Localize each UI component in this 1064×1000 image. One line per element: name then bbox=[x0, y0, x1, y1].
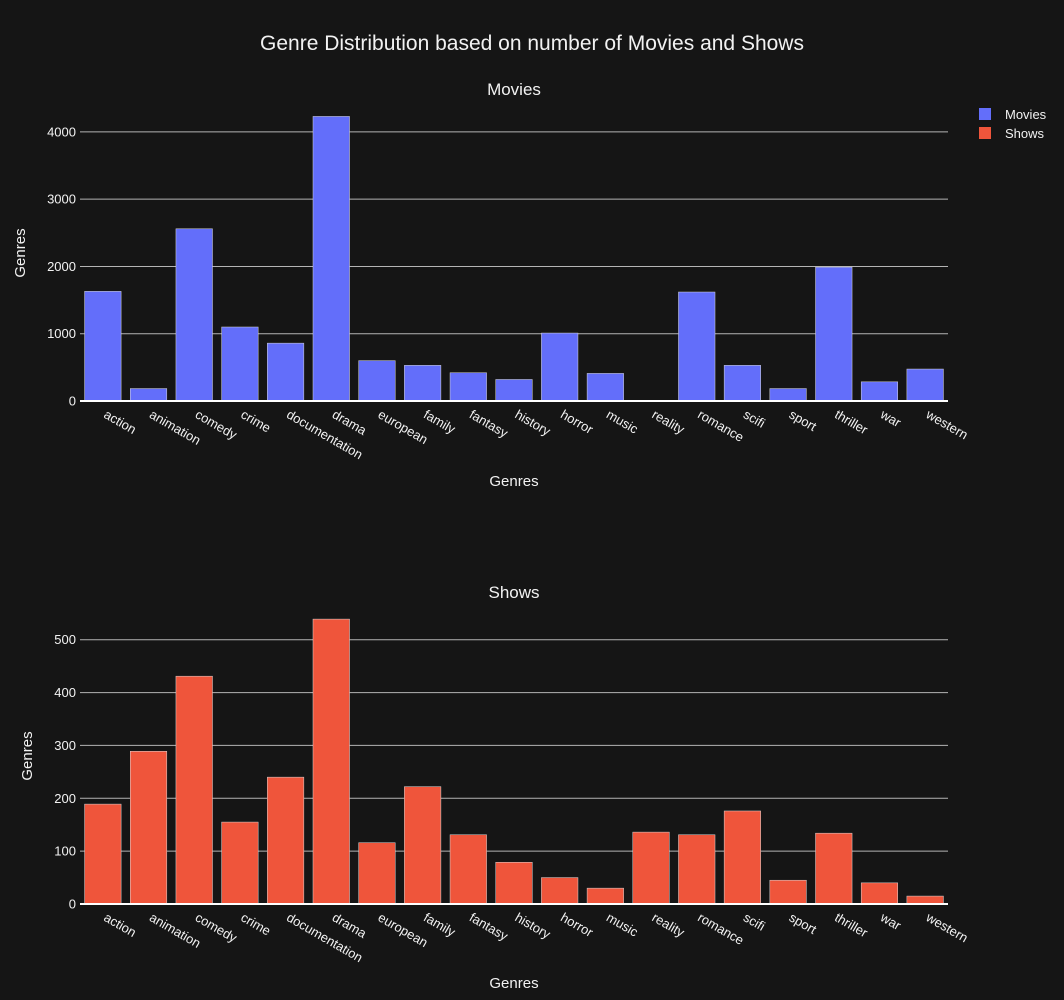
legend-item-movies[interactable]: Movies bbox=[979, 107, 1047, 122]
shows-bar-family[interactable] bbox=[404, 786, 442, 905]
legend[interactable]: Movies Shows bbox=[979, 107, 1047, 141]
movies-bar-drama[interactable] bbox=[312, 116, 350, 402]
shows-y-tick-label: 300 bbox=[54, 738, 76, 753]
shows-y-tick-label: 100 bbox=[54, 844, 76, 859]
movies-bar-music[interactable] bbox=[586, 373, 624, 402]
shows-y-tick-label: 500 bbox=[54, 632, 76, 647]
chart-title: Genre Distribution based on number of Mo… bbox=[260, 32, 804, 55]
movies-bar-romance[interactable] bbox=[678, 291, 716, 402]
movies-bar-fantasy[interactable] bbox=[449, 372, 487, 402]
shows-y-tick-label: 400 bbox=[54, 685, 76, 700]
shows-bar-thriller[interactable] bbox=[815, 832, 853, 905]
movies-bar-crime[interactable] bbox=[221, 326, 259, 402]
movies-y-tick-label: 2000 bbox=[47, 259, 76, 274]
shows-bar-european[interactable] bbox=[358, 842, 396, 905]
movies-bar-war[interactable] bbox=[860, 381, 898, 402]
movies-bar-family[interactable] bbox=[404, 365, 442, 402]
shows-bar-scifi[interactable] bbox=[723, 810, 761, 905]
movies-bar-comedy[interactable] bbox=[175, 228, 213, 402]
movies-bar-sport[interactable] bbox=[769, 388, 807, 402]
legend-swatch-shows bbox=[979, 127, 991, 139]
movies-bar-horror[interactable] bbox=[541, 332, 579, 402]
movies-bar-thriller[interactable] bbox=[815, 266, 853, 402]
movies-y-tick-label: 3000 bbox=[47, 192, 76, 207]
shows-x-axis-label: Genres bbox=[489, 975, 538, 992]
movies-bar-european[interactable] bbox=[358, 360, 396, 402]
shows-y-axis-label: Genres bbox=[19, 731, 36, 780]
legend-swatch-movies bbox=[979, 108, 991, 120]
shows-bar-history[interactable] bbox=[495, 861, 533, 905]
shows-bar-music[interactable] bbox=[586, 887, 624, 905]
shows-bar-war[interactable] bbox=[860, 882, 898, 905]
movies-bar-animation[interactable] bbox=[130, 388, 168, 402]
shows-y-tick-label: 200 bbox=[54, 791, 76, 806]
movies-bar-history[interactable] bbox=[495, 379, 533, 402]
movies-subplot-title: Movies bbox=[487, 80, 541, 99]
movies-y-tick-label: 0 bbox=[69, 394, 76, 409]
shows-bar-action[interactable] bbox=[84, 803, 122, 905]
shows-bar-sport[interactable] bbox=[769, 879, 807, 905]
movies-y-axis-label: Genres bbox=[12, 228, 29, 277]
shows-subplot-title: Shows bbox=[488, 583, 539, 602]
shows-bar-crime[interactable] bbox=[221, 821, 259, 905]
legend-item-shows[interactable]: Shows bbox=[979, 126, 1045, 141]
movies-y-tick-label: 1000 bbox=[47, 326, 76, 341]
shows-bar-horror[interactable] bbox=[541, 877, 579, 905]
movies-bar-western[interactable] bbox=[906, 368, 944, 402]
shows-bar-comedy[interactable] bbox=[175, 675, 213, 905]
shows-bar-documentation[interactable] bbox=[267, 776, 305, 905]
shows-bar-drama[interactable] bbox=[312, 618, 350, 905]
legend-label-shows: Shows bbox=[1005, 126, 1045, 141]
shows-bar-fantasy[interactable] bbox=[449, 834, 487, 905]
shows-bar-western[interactable] bbox=[906, 895, 944, 905]
movies-bar-scifi[interactable] bbox=[723, 365, 761, 402]
shows-bar-romance[interactable] bbox=[678, 834, 716, 905]
shows-bar-animation[interactable] bbox=[130, 750, 168, 905]
legend-label-movies: Movies bbox=[1005, 107, 1047, 122]
movies-bar-action[interactable] bbox=[84, 291, 122, 402]
movies-y-tick-label: 4000 bbox=[47, 124, 76, 139]
shows-bar-reality[interactable] bbox=[632, 831, 670, 905]
movies-x-axis-label: Genres bbox=[489, 473, 538, 490]
movies-bar-documentation[interactable] bbox=[267, 342, 305, 402]
shows-y-tick-label: 0 bbox=[69, 897, 76, 912]
